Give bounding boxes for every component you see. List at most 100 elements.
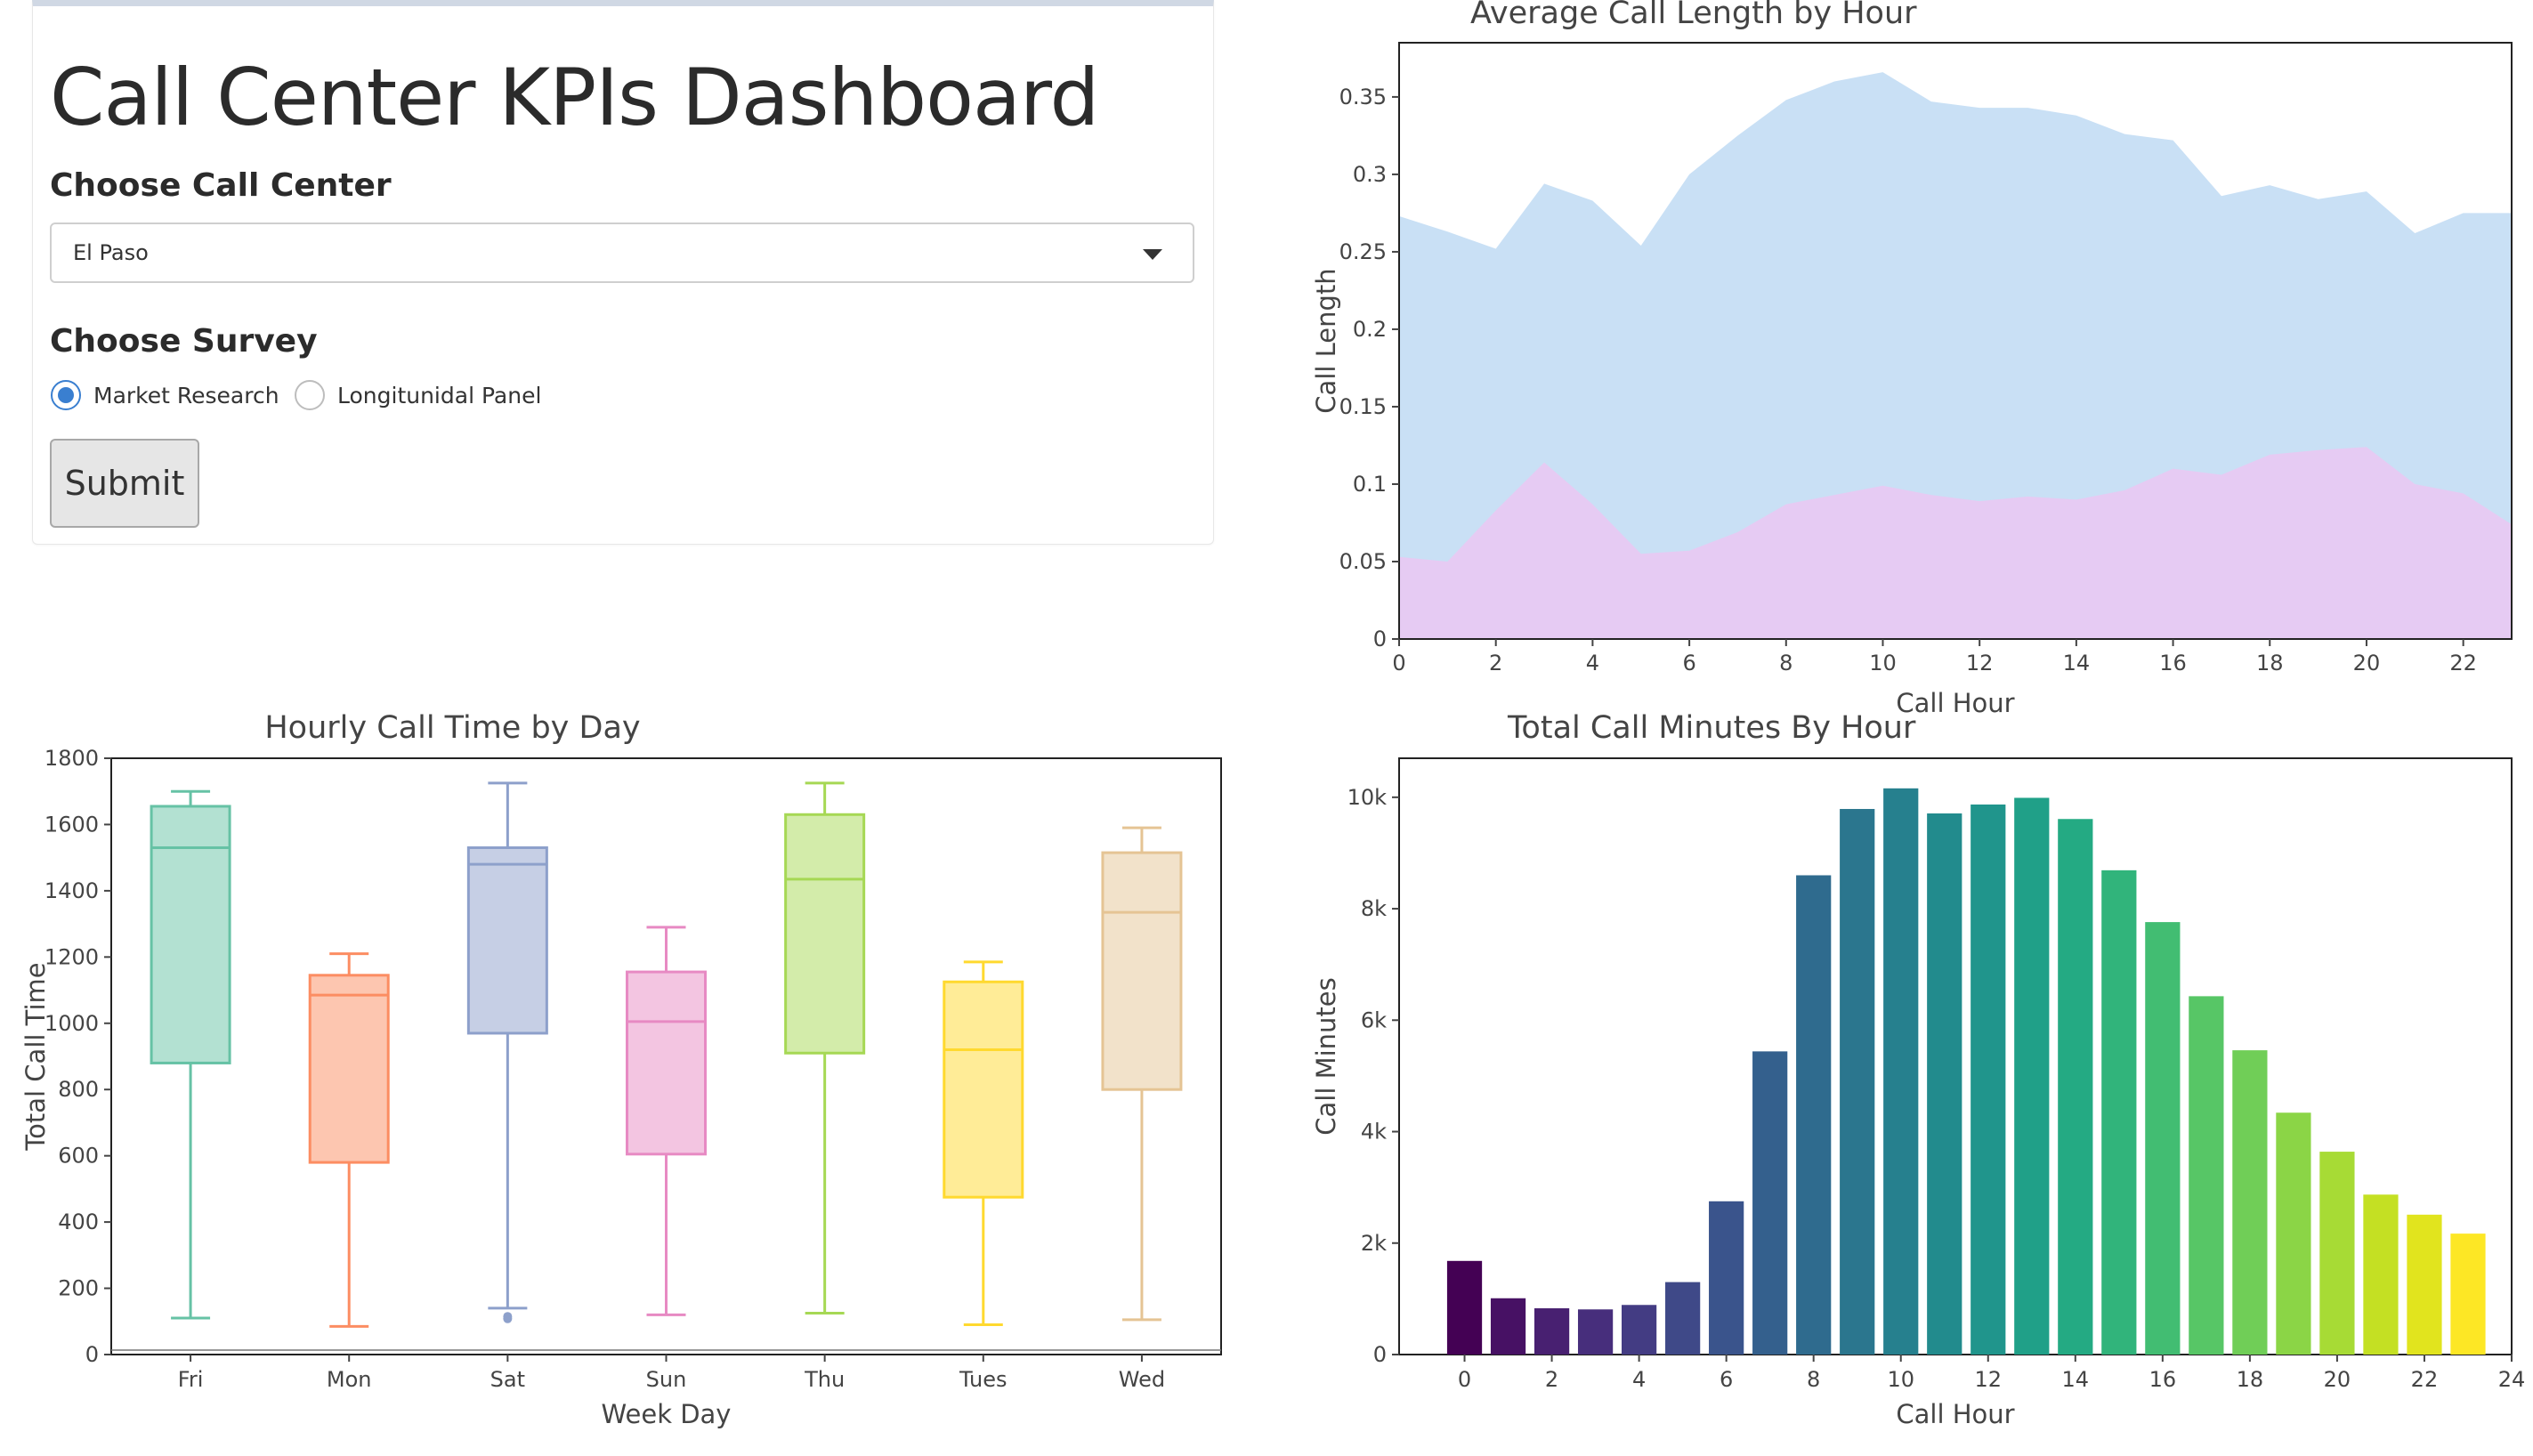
bar-x-tick-label: 4 [1632, 1367, 1646, 1392]
bar-hour-0 [1446, 1260, 1483, 1355]
box-y-tick-label: 1600 [45, 812, 99, 837]
radio-selected-icon[interactable] [51, 380, 81, 410]
bar-x-tick-label: 14 [2062, 1367, 2090, 1392]
bar-y-tick-label: 6k [1361, 1007, 1387, 1032]
box-y-tick-label: 0 [85, 1342, 99, 1367]
bar-x-tick-label: 2 [1545, 1367, 1558, 1392]
box-x-tick-label: Thu [804, 1367, 845, 1392]
bar-hour-17 [2189, 996, 2224, 1355]
box-sun [626, 970, 707, 1156]
box-wed [1101, 851, 1183, 1091]
page-title: Call Center KPIs Dashboard [50, 52, 1099, 143]
bar-x-tick-label: 22 [2411, 1367, 2439, 1392]
area-x-tick-label: 16 [2159, 651, 2187, 675]
bar-hour-8 [1796, 875, 1832, 1355]
area-x-tick-label: 12 [1966, 651, 1994, 675]
bar-x-tick-label: 16 [2149, 1367, 2177, 1392]
bar-hour-4 [1622, 1305, 1657, 1355]
bar-hour-7 [1752, 1051, 1788, 1355]
bar-hour-10 [1883, 788, 1919, 1355]
area-y-tick-label: 0 [1373, 627, 1387, 651]
bar-hour-12 [1971, 804, 2006, 1355]
bar-hour-14 [2058, 819, 2093, 1355]
bar-x-axis-title: Call Hour [1896, 1399, 2014, 1429]
box-x-tick-label: Sun [646, 1367, 687, 1392]
bar-hour-1 [1490, 1298, 1526, 1355]
bar-x-tick-label: 8 [1807, 1367, 1820, 1392]
call-center-select[interactable]: El Paso [50, 222, 1194, 283]
bar-hour-3 [1577, 1309, 1614, 1355]
box-outlier [503, 1314, 513, 1323]
bar-hour-20 [2319, 1152, 2355, 1355]
bar-hour-18 [2232, 1050, 2268, 1355]
bar-x-tick-label: 12 [1974, 1367, 2002, 1392]
chevron-down-icon[interactable] [1143, 249, 1162, 260]
box-x-tick-label: Fri [178, 1367, 204, 1392]
area-x-tick-label: 20 [2353, 651, 2381, 675]
box-tues [943, 980, 1024, 1199]
area-x-tick-label: 10 [1869, 651, 1897, 675]
bar-hour-16 [2145, 922, 2181, 1355]
bar-hour-15 [2101, 870, 2137, 1355]
area-x-tick-label: 14 [2063, 651, 2091, 675]
bar-hour-19 [2276, 1112, 2311, 1355]
submit-button[interactable]: Submit [50, 439, 199, 528]
box-x-axis-title: Week Day [602, 1399, 732, 1429]
area-y-tick-label: 0.25 [1339, 239, 1387, 264]
bar-hour-11 [1927, 813, 1962, 1355]
bar-hour-13 [2014, 797, 2050, 1355]
area-x-tick-label: 6 [1682, 651, 1695, 675]
bar-y-tick-label: 4k [1361, 1120, 1387, 1145]
radio-label: Market Research [93, 382, 279, 408]
bar-hour-22 [2407, 1214, 2442, 1355]
box-y-tick-label: 1200 [45, 944, 99, 969]
bar-y-tick-label: 0 [1373, 1342, 1387, 1367]
box-chart-title: Hourly Call Time by Day [264, 710, 640, 746]
area-x-axis-title: Call Hour [1896, 688, 2014, 718]
radio-unselected-icon[interactable] [295, 380, 325, 410]
box-y-tick-label: 1800 [45, 746, 99, 771]
area-series-1 [1399, 447, 2512, 639]
area-x-tick-label: 2 [1489, 651, 1502, 675]
area-y-tick-label: 0.35 [1339, 85, 1387, 109]
area-y-tick-label: 0.1 [1353, 472, 1387, 497]
area-y-tick-label: 0.3 [1353, 162, 1387, 187]
box-mon [308, 974, 390, 1164]
box-y-tick-label: 600 [58, 1144, 99, 1169]
box-thu [784, 813, 866, 1055]
box-sat [466, 846, 548, 1035]
area-x-tick-label: 0 [1392, 651, 1405, 675]
radio-label: Longitunidal Panel [337, 382, 542, 408]
box-x-tick-label: Tues [959, 1367, 1008, 1392]
box-y-tick-label: 1000 [45, 1011, 99, 1036]
bar-x-tick-label: 20 [2324, 1367, 2351, 1392]
bar-hour-9 [1840, 808, 1875, 1355]
box-y-tick-label: 200 [58, 1276, 99, 1301]
bar-hour-23 [2450, 1234, 2486, 1355]
box-x-tick-label: Wed [1119, 1367, 1165, 1392]
radio-market-research[interactable]: Market Research [51, 377, 279, 413]
bar-y-tick-label: 10k [1347, 785, 1388, 810]
bar-y-tick-label: 2k [1361, 1231, 1387, 1256]
area-y-tick-label: 0.15 [1339, 394, 1387, 419]
area-x-tick-label: 18 [2256, 651, 2284, 675]
area-chart-title: Average Call Length by Hour [1470, 0, 1917, 31]
box-y-tick-label: 400 [58, 1209, 99, 1234]
bar-y-axis-title: Call Minutes [1311, 977, 1341, 1136]
bar-x-tick-label: 10 [1887, 1367, 1914, 1392]
bar-x-tick-label: 24 [2498, 1367, 2526, 1392]
area-y-tick-label: 0.05 [1339, 549, 1387, 574]
bar-hour-6 [1709, 1201, 1744, 1355]
area-x-tick-label: 8 [1779, 651, 1793, 675]
bar-chart-title: Total Call Minutes By Hour [1507, 710, 1916, 746]
box-x-tick-label: Mon [327, 1367, 372, 1392]
box-y-tick-label: 1400 [45, 878, 99, 903]
bar-x-tick-label: 6 [1720, 1367, 1733, 1392]
area-x-tick-label: 4 [1586, 651, 1599, 675]
box-fri [150, 805, 231, 1064]
bar-hour-2 [1534, 1308, 1570, 1355]
radio-longitudinal-panel[interactable]: Longitunidal Panel [295, 377, 541, 413]
area-x-tick-label: 22 [2449, 651, 2477, 675]
bar-hour-5 [1665, 1282, 1701, 1355]
